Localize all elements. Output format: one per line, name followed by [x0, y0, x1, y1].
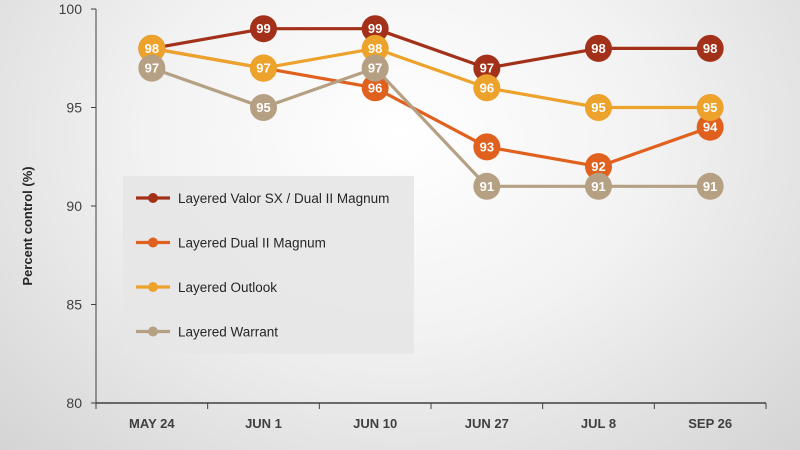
y-tick-label: 95: [66, 100, 82, 116]
data-label: 97: [368, 61, 382, 76]
legend-swatch-marker: [148, 282, 158, 292]
data-point: [473, 54, 501, 82]
legend-swatch-marker: [148, 237, 158, 248]
data-point: [473, 133, 501, 161]
data-point: [585, 94, 612, 121]
data-label: 92: [591, 159, 605, 174]
data-point: [585, 34, 612, 62]
legend-swatch-marker: [148, 326, 158, 337]
x-tick-label: JUN 1: [245, 416, 282, 431]
data-label: 99: [256, 21, 270, 36]
data-point: [473, 172, 501, 200]
x-tick-label: JUN 27: [465, 416, 509, 431]
data-point: [696, 34, 724, 62]
data-label: 93: [480, 139, 494, 154]
data-point: [473, 74, 501, 102]
data-label: 97: [256, 61, 270, 76]
data-point: [361, 74, 389, 102]
y-tick-label: 80: [66, 395, 82, 411]
y-tick-label: 90: [66, 198, 82, 214]
data-point: [250, 94, 277, 121]
data-label: 99: [368, 21, 382, 36]
data-label: 97: [480, 61, 494, 76]
data-point: [696, 172, 724, 200]
data-label: 91: [703, 179, 717, 194]
data-label: 96: [368, 80, 382, 95]
series-line: [150, 27, 712, 70]
data-label: 95: [591, 100, 605, 115]
y-tick-label: 85: [66, 297, 82, 313]
x-tick-label: MAY 24: [129, 416, 175, 431]
data-label: 95: [703, 100, 717, 115]
legend-box: [123, 176, 414, 354]
data-label: 98: [703, 41, 717, 56]
legend-label: Layered Dual II Magnum: [178, 236, 326, 251]
data-label: 95: [256, 100, 270, 115]
data-label: 98: [368, 41, 382, 56]
legend-item: Layered Dual II Magnum: [136, 236, 326, 251]
data-point: [361, 15, 389, 43]
legend: Layered Valor SX / Dual II Magnum Layered…: [123, 176, 414, 354]
series-layer: 9899999798989897969392949897989695959795…: [138, 15, 724, 200]
series-line: [150, 46, 712, 110]
data-point: [250, 54, 277, 82]
legend-item: Layered Valor SX / Dual II Magnum: [136, 191, 389, 206]
axes: 80 85 90 95 100 MAY 24 JUN 1 JUN 10 JUN 27 JUL 8 S…: [20, 1, 767, 431]
series-4: 97 95 97 91 91 91: [138, 54, 724, 200]
x-tick-label: JUN 10: [353, 416, 397, 431]
y-tick-label: 100: [59, 1, 83, 17]
data-point: [585, 153, 612, 181]
data-label: 97: [145, 61, 159, 76]
data-point: [138, 34, 166, 62]
data-label: 98: [145, 41, 159, 56]
legend-item: Layered Outlook: [136, 280, 277, 295]
data-label: 91: [480, 179, 494, 194]
series-line: [150, 66, 712, 188]
legend-label: Layered Warrant: [178, 325, 278, 340]
legend-label: Layered Valor SX / Dual II Magnum: [178, 191, 389, 206]
legend-item: Layered Warrant: [136, 325, 278, 340]
data-point: [696, 113, 724, 141]
data-label: 98: [591, 41, 605, 56]
data-point: [361, 54, 389, 82]
y-axis-title: Percent control (%): [20, 166, 35, 285]
legend-label: Layered Outlook: [178, 280, 277, 295]
series-3: 98 97 98 96 95 95: [138, 34, 724, 121]
data-label: 94: [703, 120, 718, 135]
series-1: 98 99 99 97 98 98: [138, 15, 724, 82]
data-point: [250, 15, 277, 43]
data-point: [138, 54, 166, 82]
x-tick-label: JUL 8: [581, 416, 616, 431]
data-point: [361, 34, 389, 62]
x-tick-label: SEP 26: [688, 416, 732, 431]
data-point: [696, 94, 724, 121]
legend-swatch-marker: [148, 193, 158, 203]
data-label: 91: [591, 179, 605, 194]
data-label: 96: [480, 80, 494, 95]
data-point: [585, 172, 612, 200]
